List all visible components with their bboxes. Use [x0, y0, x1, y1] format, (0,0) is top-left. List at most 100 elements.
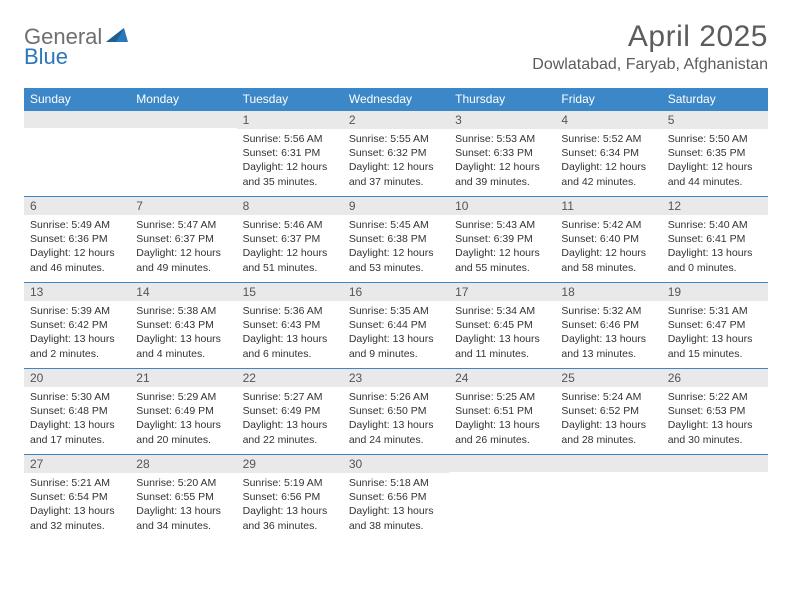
day-content: Sunrise: 5:34 AMSunset: 6:45 PMDaylight:… [449, 301, 555, 365]
sunset-line: Sunset: 6:35 PM [668, 146, 762, 160]
calendar-cell: 22Sunrise: 5:27 AMSunset: 6:49 PMDayligh… [237, 368, 343, 454]
day-header: Saturday [662, 88, 768, 110]
day-number: 23 [343, 368, 449, 387]
day-content: Sunrise: 5:35 AMSunset: 6:44 PMDaylight:… [343, 301, 449, 365]
sunset-line: Sunset: 6:40 PM [561, 232, 655, 246]
day-number: 27 [24, 454, 130, 473]
sunset-line: Sunset: 6:56 PM [349, 490, 443, 504]
sunrise-line: Sunrise: 5:39 AM [30, 304, 124, 318]
month-year: April 2025 [532, 20, 768, 54]
daylight-line: Daylight: 12 hours and 39 minutes. [455, 160, 549, 188]
day-number: 22 [237, 368, 343, 387]
daylight-line: Daylight: 13 hours and 36 minutes. [243, 504, 337, 532]
calendar-cell [449, 454, 555, 540]
day-content: Sunrise: 5:53 AMSunset: 6:33 PMDaylight:… [449, 129, 555, 193]
sunrise-line: Sunrise: 5:26 AM [349, 390, 443, 404]
sunrise-line: Sunrise: 5:52 AM [561, 132, 655, 146]
day-number: 8 [237, 196, 343, 215]
sunset-line: Sunset: 6:49 PM [136, 404, 230, 418]
sunrise-line: Sunrise: 5:40 AM [668, 218, 762, 232]
day-content: Sunrise: 5:27 AMSunset: 6:49 PMDaylight:… [237, 387, 343, 451]
calendar-cell: 28Sunrise: 5:20 AMSunset: 6:55 PMDayligh… [130, 454, 236, 540]
day-number: 14 [130, 282, 236, 301]
day-content: Sunrise: 5:42 AMSunset: 6:40 PMDaylight:… [555, 215, 661, 279]
calendar-week: 13Sunrise: 5:39 AMSunset: 6:42 PMDayligh… [24, 282, 768, 368]
day-header: Wednesday [343, 88, 449, 110]
calendar-cell: 23Sunrise: 5:26 AMSunset: 6:50 PMDayligh… [343, 368, 449, 454]
daylight-line: Daylight: 13 hours and 2 minutes. [30, 332, 124, 360]
sunset-line: Sunset: 6:42 PM [30, 318, 124, 332]
daylight-line: Daylight: 12 hours and 42 minutes. [561, 160, 655, 188]
sunrise-line: Sunrise: 5:35 AM [349, 304, 443, 318]
day-content: Sunrise: 5:49 AMSunset: 6:36 PMDaylight:… [24, 215, 130, 279]
sunrise-line: Sunrise: 5:29 AM [136, 390, 230, 404]
day-header: Friday [555, 88, 661, 110]
empty-day-header [555, 454, 661, 472]
calendar-header-row: SundayMondayTuesdayWednesdayThursdayFrid… [24, 88, 768, 110]
day-number: 25 [555, 368, 661, 387]
sunset-line: Sunset: 6:43 PM [136, 318, 230, 332]
sunrise-line: Sunrise: 5:22 AM [668, 390, 762, 404]
day-number: 28 [130, 454, 236, 473]
calendar-cell: 17Sunrise: 5:34 AMSunset: 6:45 PMDayligh… [449, 282, 555, 368]
calendar-week: 27Sunrise: 5:21 AMSunset: 6:54 PMDayligh… [24, 454, 768, 540]
daylight-line: Daylight: 13 hours and 0 minutes. [668, 246, 762, 274]
sunrise-line: Sunrise: 5:19 AM [243, 476, 337, 490]
calendar-cell: 21Sunrise: 5:29 AMSunset: 6:49 PMDayligh… [130, 368, 236, 454]
brand-logo: General Blue [24, 20, 128, 68]
day-number: 29 [237, 454, 343, 473]
day-number: 24 [449, 368, 555, 387]
calendar-cell: 9Sunrise: 5:45 AMSunset: 6:38 PMDaylight… [343, 196, 449, 282]
calendar-cell: 24Sunrise: 5:25 AMSunset: 6:51 PMDayligh… [449, 368, 555, 454]
day-header: Sunday [24, 88, 130, 110]
day-content: Sunrise: 5:24 AMSunset: 6:52 PMDaylight:… [555, 387, 661, 451]
brand-text: General Blue [24, 26, 102, 68]
calendar-cell: 12Sunrise: 5:40 AMSunset: 6:41 PMDayligh… [662, 196, 768, 282]
calendar-cell: 14Sunrise: 5:38 AMSunset: 6:43 PMDayligh… [130, 282, 236, 368]
day-content: Sunrise: 5:52 AMSunset: 6:34 PMDaylight:… [555, 129, 661, 193]
calendar-cell: 25Sunrise: 5:24 AMSunset: 6:52 PMDayligh… [555, 368, 661, 454]
day-number: 7 [130, 196, 236, 215]
empty-day-header [662, 454, 768, 472]
daylight-line: Daylight: 13 hours and 30 minutes. [668, 418, 762, 446]
day-number: 15 [237, 282, 343, 301]
calendar-cell: 29 Sunrise: 5:19 AMSunset: 6:56 PMDayligh… [237, 454, 343, 540]
empty-day-header [130, 110, 236, 128]
sunset-line: Sunset: 6:52 PM [561, 404, 655, 418]
sunset-line: Sunset: 6:50 PM [349, 404, 443, 418]
sunset-line: Sunset: 6:53 PM [668, 404, 762, 418]
sunset-line: Sunset: 6:54 PM [30, 490, 124, 504]
sunrise-line: Sunrise: 5:55 AM [349, 132, 443, 146]
sunrise-line: Sunrise: 5:43 AM [455, 218, 549, 232]
daylight-line: Daylight: 13 hours and 13 minutes. [561, 332, 655, 360]
day-content: Sunrise: 5:32 AMSunset: 6:46 PMDaylight:… [555, 301, 661, 365]
day-content: Sunrise: 5:26 AMSunset: 6:50 PMDaylight:… [343, 387, 449, 451]
daylight-line: Daylight: 12 hours and 55 minutes. [455, 246, 549, 274]
day-header: Monday [130, 88, 236, 110]
daylight-line: Daylight: 13 hours and 22 minutes. [243, 418, 337, 446]
calendar-cell: 20Sunrise: 5:30 AMSunset: 6:48 PMDayligh… [24, 368, 130, 454]
brand-part2: Blue [24, 46, 102, 68]
day-content: Sunrise: 5:31 AMSunset: 6:47 PMDaylight:… [662, 301, 768, 365]
sunrise-line: Sunrise: 5:18 AM [349, 476, 443, 490]
daylight-line: Daylight: 13 hours and 24 minutes. [349, 418, 443, 446]
daylight-line: Daylight: 13 hours and 34 minutes. [136, 504, 230, 532]
calendar-cell: 11Sunrise: 5:42 AMSunset: 6:40 PMDayligh… [555, 196, 661, 282]
sunrise-line: Sunrise: 5:53 AM [455, 132, 549, 146]
day-header: Tuesday [237, 88, 343, 110]
sunrise-line: Sunrise: 5:42 AM [561, 218, 655, 232]
title-block: April 2025 Dowlatabad, Faryab, Afghanist… [532, 20, 768, 74]
empty-day-header [449, 454, 555, 472]
day-number: 10 [449, 196, 555, 215]
calendar-week: 20Sunrise: 5:30 AMSunset: 6:48 PMDayligh… [24, 368, 768, 454]
day-content: Sunrise: 5:50 AMSunset: 6:35 PMDaylight:… [662, 129, 768, 193]
sunset-line: Sunset: 6:39 PM [455, 232, 549, 246]
sunset-line: Sunset: 6:43 PM [243, 318, 337, 332]
day-content: Sunrise: 5:30 AMSunset: 6:48 PMDaylight:… [24, 387, 130, 451]
day-header: Thursday [449, 88, 555, 110]
daylight-line: Daylight: 13 hours and 6 minutes. [243, 332, 337, 360]
calendar-cell: 4Sunrise: 5:52 AMSunset: 6:34 PMDaylight… [555, 110, 661, 196]
calendar-cell [662, 454, 768, 540]
sunset-line: Sunset: 6:56 PM [243, 490, 337, 504]
daylight-line: Daylight: 13 hours and 9 minutes. [349, 332, 443, 360]
